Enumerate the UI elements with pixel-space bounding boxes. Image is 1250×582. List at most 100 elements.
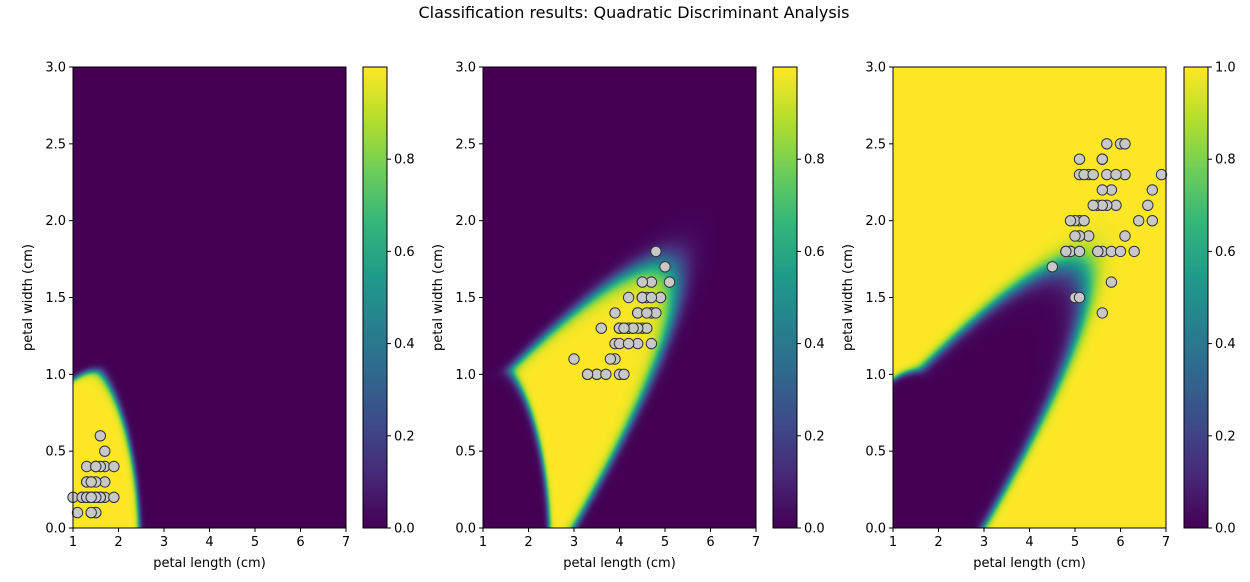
x-tick-label: 5 [661, 535, 669, 550]
y-tick-label: 1.0 [45, 368, 66, 383]
scatter-point [1087, 168, 1099, 181]
y-axis-label: petal width (cm) [841, 244, 856, 351]
y-tick-label: 2.0 [45, 214, 66, 229]
x-axis-label: petal length (cm) [563, 556, 676, 571]
colorbar-tick-label: 0.8 [394, 153, 415, 168]
y-tick-label: 1.5 [45, 291, 66, 306]
scatter-point [1073, 291, 1086, 304]
scatter-point [108, 460, 120, 473]
x-tick-label: 6 [1116, 535, 1124, 550]
colorbar-tick-label: 0.4 [394, 337, 415, 352]
x-tick-label: 2 [114, 535, 122, 550]
x-tick-label: 4 [615, 535, 623, 550]
colorbar-tick-label: 0.2 [1215, 429, 1236, 444]
scatter-point [650, 245, 662, 258]
colorbar-tick-label: 0.2 [394, 429, 415, 444]
y-tick-label: 3.0 [865, 61, 886, 76]
x-tick-label: 4 [205, 535, 213, 550]
y-tick-label: 0.5 [865, 445, 886, 460]
y-tick-label: 0.5 [455, 445, 476, 460]
scatter-point [1046, 261, 1059, 273]
colorbar-gradient [773, 67, 797, 528]
y-axis-label: petal width (cm) [431, 244, 446, 351]
y-tick-label: 2.5 [45, 137, 66, 152]
x-tick-label: 4 [1025, 535, 1033, 550]
x-axis-label: petal length (cm) [153, 556, 266, 571]
scatter-point [659, 261, 671, 273]
y-tick-label: 2.5 [865, 137, 886, 152]
scatter-point [1073, 153, 1086, 165]
y-tick-label: 3.0 [455, 61, 476, 76]
scatter-point [1146, 215, 1159, 227]
y-tick-label: 1.0 [455, 368, 476, 383]
scatter-point [85, 491, 97, 503]
scatter-point [1114, 245, 1127, 258]
x-tick-label: 6 [706, 535, 714, 550]
x-tick-label: 1 [479, 535, 487, 550]
scatter-point [1101, 138, 1113, 150]
colorbar-tick-label: 0.6 [1215, 245, 1236, 260]
x-tick-label: 1 [889, 535, 897, 550]
x-tick-label: 3 [570, 535, 578, 550]
scatter-point [622, 337, 635, 350]
x-tick-label: 5 [1071, 535, 1079, 550]
scatter-point [1128, 245, 1140, 258]
colorbar-tick-label: 0.0 [804, 522, 825, 537]
scatter-point [600, 368, 612, 380]
y-tick-label: 0.0 [455, 522, 476, 537]
scatter-point [595, 322, 607, 334]
colorbar-tick-label: 0.8 [1215, 153, 1236, 168]
scatter-point [1119, 230, 1131, 242]
colorbar-tick-label: 0.0 [394, 522, 415, 537]
colorbar-tick-label: 0.6 [394, 245, 415, 260]
scatter-point [618, 368, 630, 380]
scatter-point [1105, 276, 1118, 288]
y-tick-label: 1.0 [865, 368, 886, 383]
scatter-point [94, 430, 107, 442]
colorbar-gradient [363, 67, 387, 528]
y-axis-label: petal width (cm) [21, 244, 36, 351]
scatter-point [1096, 307, 1109, 319]
scatter-point [1142, 199, 1154, 212]
scatter-point [1146, 184, 1159, 196]
scatter-point [99, 445, 111, 457]
figure-title: Classification results: Quadratic Discri… [418, 3, 849, 22]
x-tick-label: 7 [1162, 535, 1170, 550]
y-tick-label: 1.5 [865, 291, 886, 306]
colorbar-frame [772, 66, 798, 529]
x-tick-label: 7 [752, 535, 760, 550]
scatter-point [1069, 230, 1081, 242]
colorbar-tick-label: 0.8 [804, 153, 825, 168]
scatter-point [1078, 215, 1090, 227]
colorbar-tick-label: 0.6 [804, 245, 825, 260]
scatter-point [1119, 138, 1131, 150]
scatter-point [1096, 153, 1109, 165]
y-tick-label: 0.0 [45, 522, 66, 537]
y-tick-label: 2.0 [865, 214, 886, 229]
scatter-point [1096, 184, 1109, 196]
y-tick-label: 0.5 [45, 445, 66, 460]
scatter-point [641, 307, 653, 319]
scatter-point [85, 506, 97, 519]
probability-heatmap [893, 67, 1166, 528]
colorbar-frame [362, 66, 388, 529]
scatter-point [90, 460, 102, 473]
x-tick-label: 2 [934, 535, 942, 550]
y-tick-label: 1.5 [455, 291, 476, 306]
panel-class-0: 1 2 3 4 5 6 7 0.0 0.5 1.0 1.5 2.0 2.5 3.0 petal length… [21, 61, 415, 572]
scatter-point [1087, 199, 1099, 212]
colorbar-tick-label: 0.0 [1215, 522, 1236, 537]
scatter-point [636, 276, 648, 288]
scatter-point [609, 307, 621, 319]
colorbar-gradient [1184, 67, 1208, 528]
y-tick-label: 2.5 [455, 137, 476, 152]
panel-class-2: 1 2 3 4 5 6 7 0.0 0.5 1.0 1.5 2.0 2.5 3.0 petal length… [841, 61, 1236, 572]
x-tick-label: 2 [524, 535, 532, 550]
scatter-point [645, 337, 658, 350]
scatter-point [622, 291, 635, 304]
scatter-point [71, 506, 84, 519]
colorbar-frame [1183, 66, 1209, 529]
probability-heatmap [73, 67, 346, 528]
scatter-point [604, 353, 617, 365]
